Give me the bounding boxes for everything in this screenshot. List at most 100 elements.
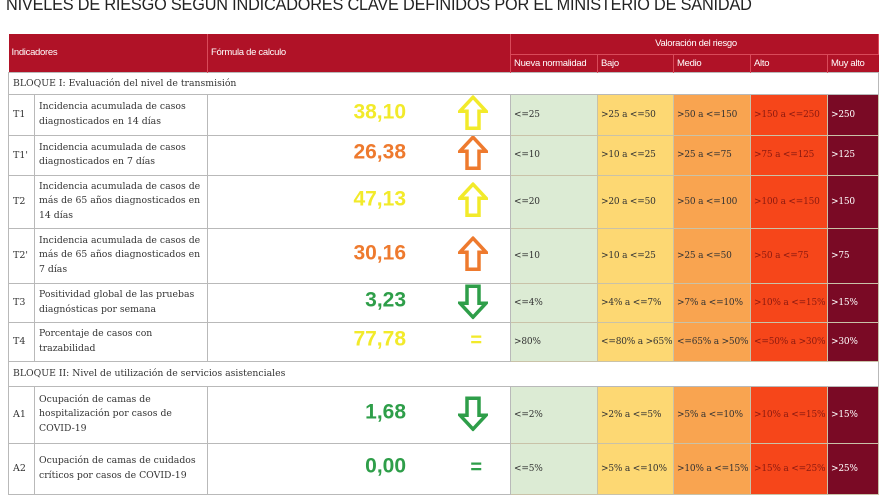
range-medio: >50 a <=100 [673,174,752,229]
indicator-row: T2 Incidencia acumulada de casos de más d… [8,174,880,229]
indicator-code: T1 [8,93,35,136]
header-level-muy-alto: Muy alto [827,54,879,72]
indicator-code: T3 [8,282,35,323]
range-bajo: >10 a <=25 [597,134,675,176]
range-nueva-normalidad: <=10 [510,134,599,176]
equals-sign-icon: = [470,455,483,478]
indicator-value: 3,23 [365,288,407,312]
arrow-up-outline-icon [456,235,491,272]
formula-cell: 0,00 = [207,442,512,495]
block-header-row: BLOQUE II: Nivel de utilización de servi… [7,360,880,387]
indicator-value: 30,16 [353,241,407,265]
header-formula: Fórmula de calculo [207,34,512,72]
indicator-code: A2 [8,442,35,495]
range-bajo: >4% a <=7% [597,282,675,323]
formula-cell: 1,68 [207,385,512,444]
range-medio: >50 a <=150 [673,93,752,136]
formula-cell: 26,38 [207,134,512,176]
indicator-row: A1 Ocupación de camas de hospitalización … [8,385,880,444]
range-bajo: >20 a <=50 [597,174,675,229]
range-alto: <=50% a >30% [750,321,829,362]
range-alto: >10% a <=15% [750,282,829,323]
indicator-value: 1,68 [365,400,407,424]
indicator-value: 77,78 [353,327,407,351]
indicator-value: 47,13 [353,187,407,211]
indicator-code: A1 [8,385,35,444]
range-bajo: >10 a <=25 [597,227,675,284]
range-muy-alto: >15% [827,385,880,444]
indicator-name: Incidencia acumulada de casos diagnostic… [33,93,209,136]
formula-cell: 30,16 [207,227,512,284]
range-nueva-normalidad: <=2% [510,385,599,444]
range-medio: >5% a <=10% [673,385,752,444]
indicator-value: 38,10 [353,100,407,124]
header-level-nueva-normalidad: Nueva normalidad [510,54,599,72]
indicator-name: Positividad global de las pruebas diagnó… [33,282,209,323]
arrow-up-outline-icon [456,95,491,131]
range-nueva-normalidad: <=10 [510,227,599,284]
header-level-bajo: Bajo [597,54,675,72]
indicator-row: T3 Positividad global de las pruebas diag… [8,282,880,323]
indicator-name: Incidencia acumulada de casos de más de … [33,227,209,284]
range-bajo: <=80% a >65% [597,321,675,362]
range-muy-alto: >250 [827,93,880,136]
indicator-code: T4 [8,321,35,362]
range-muy-alto: >150 [827,174,880,229]
indicator-name: Porcentaje de casos con trazabilidad [33,321,209,362]
formula-cell: 3,23 [207,282,512,323]
header-level-alto: Alto [750,54,829,72]
block-title: BLOQUE I: Evaluación del nivel de transm… [7,71,880,95]
block-header-row: BLOQUE I: Evaluación del nivel de transm… [7,71,880,95]
page-title: NIVELES DE RIESGO SEGÚN INDICADORES CLAV… [6,0,752,14]
indicator-name: Incidencia acumulada de casos de más de … [33,174,209,229]
range-medio: >25 a <=50 [673,227,752,284]
risk-indicators-table: Indicadores Fórmula de calculo Valoració… [7,34,880,495]
range-nueva-normalidad: <=25 [510,93,599,136]
header-risk-assessment: Valoración del riesgo [510,34,880,55]
block-title: BLOQUE II: Nivel de utilización de servi… [7,360,880,387]
indicator-code: T2' [8,227,35,284]
indicator-row: T4 Porcentaje de casos con trazabilidad 77… [8,321,880,362]
indicator-name: Ocupación de camas de hospitalización po… [33,385,209,444]
range-muy-alto: >30% [827,321,880,362]
indicator-name: Ocupación de camas de cuidados críticos … [33,442,209,495]
indicator-code: T2 [8,174,35,229]
range-medio: >10% a <=15% [673,442,752,495]
indicator-row: T2' Incidencia acumulada de casos de más … [8,227,880,284]
range-muy-alto: >15% [827,282,880,323]
arrow-down-outline-icon [456,284,491,320]
range-bajo: >5% a <=10% [597,442,675,495]
range-bajo: >25 a <=50 [597,93,675,136]
indicator-code: T1' [8,134,35,176]
indicator-row: A2 Ocupación de camas de cuidados crítico… [8,442,880,495]
header-level-medio: Medio [673,54,752,72]
formula-cell: 77,78 = [207,321,512,362]
range-muy-alto: >75 [827,227,880,284]
equals-sign-icon: = [470,328,483,351]
indicator-row: T1' Incidencia acumulada de casos diagnos… [8,134,880,176]
range-medio: >7% a <=10% [673,282,752,323]
arrow-up-outline-icon [456,136,491,171]
indicator-value: 26,38 [353,140,407,164]
arrow-up-outline-icon [456,181,491,218]
range-nueva-normalidad: <=4% [510,282,599,323]
range-medio: <=65% a >50% [673,321,752,362]
range-alto: >10% a <=15% [750,385,829,444]
indicator-value: 0,00 [365,454,407,478]
range-medio: >25 a <=75 [673,134,752,176]
indicator-row: T1 Incidencia acumulada de casos diagnost… [8,93,880,136]
indicator-name: Incidencia acumulada de casos diagnostic… [33,134,209,176]
range-alto: >50 a <=75 [750,227,829,284]
header-indicators: Indicadores [8,34,209,72]
formula-cell: 47,13 [207,174,512,229]
range-bajo: >2% a <=5% [597,385,675,444]
range-nueva-normalidad: <=20 [510,174,599,229]
range-alto: >15% a <=25% [750,442,829,495]
range-muy-alto: >125 [827,134,880,176]
range-alto: >150 a <=250 [750,93,829,136]
formula-cell: 38,10 [207,93,512,136]
range-alto: >100 a <=150 [750,174,829,229]
range-alto: >75 a <=125 [750,134,829,176]
range-muy-alto: >25% [827,442,880,495]
arrow-down-outline-icon [456,395,491,432]
